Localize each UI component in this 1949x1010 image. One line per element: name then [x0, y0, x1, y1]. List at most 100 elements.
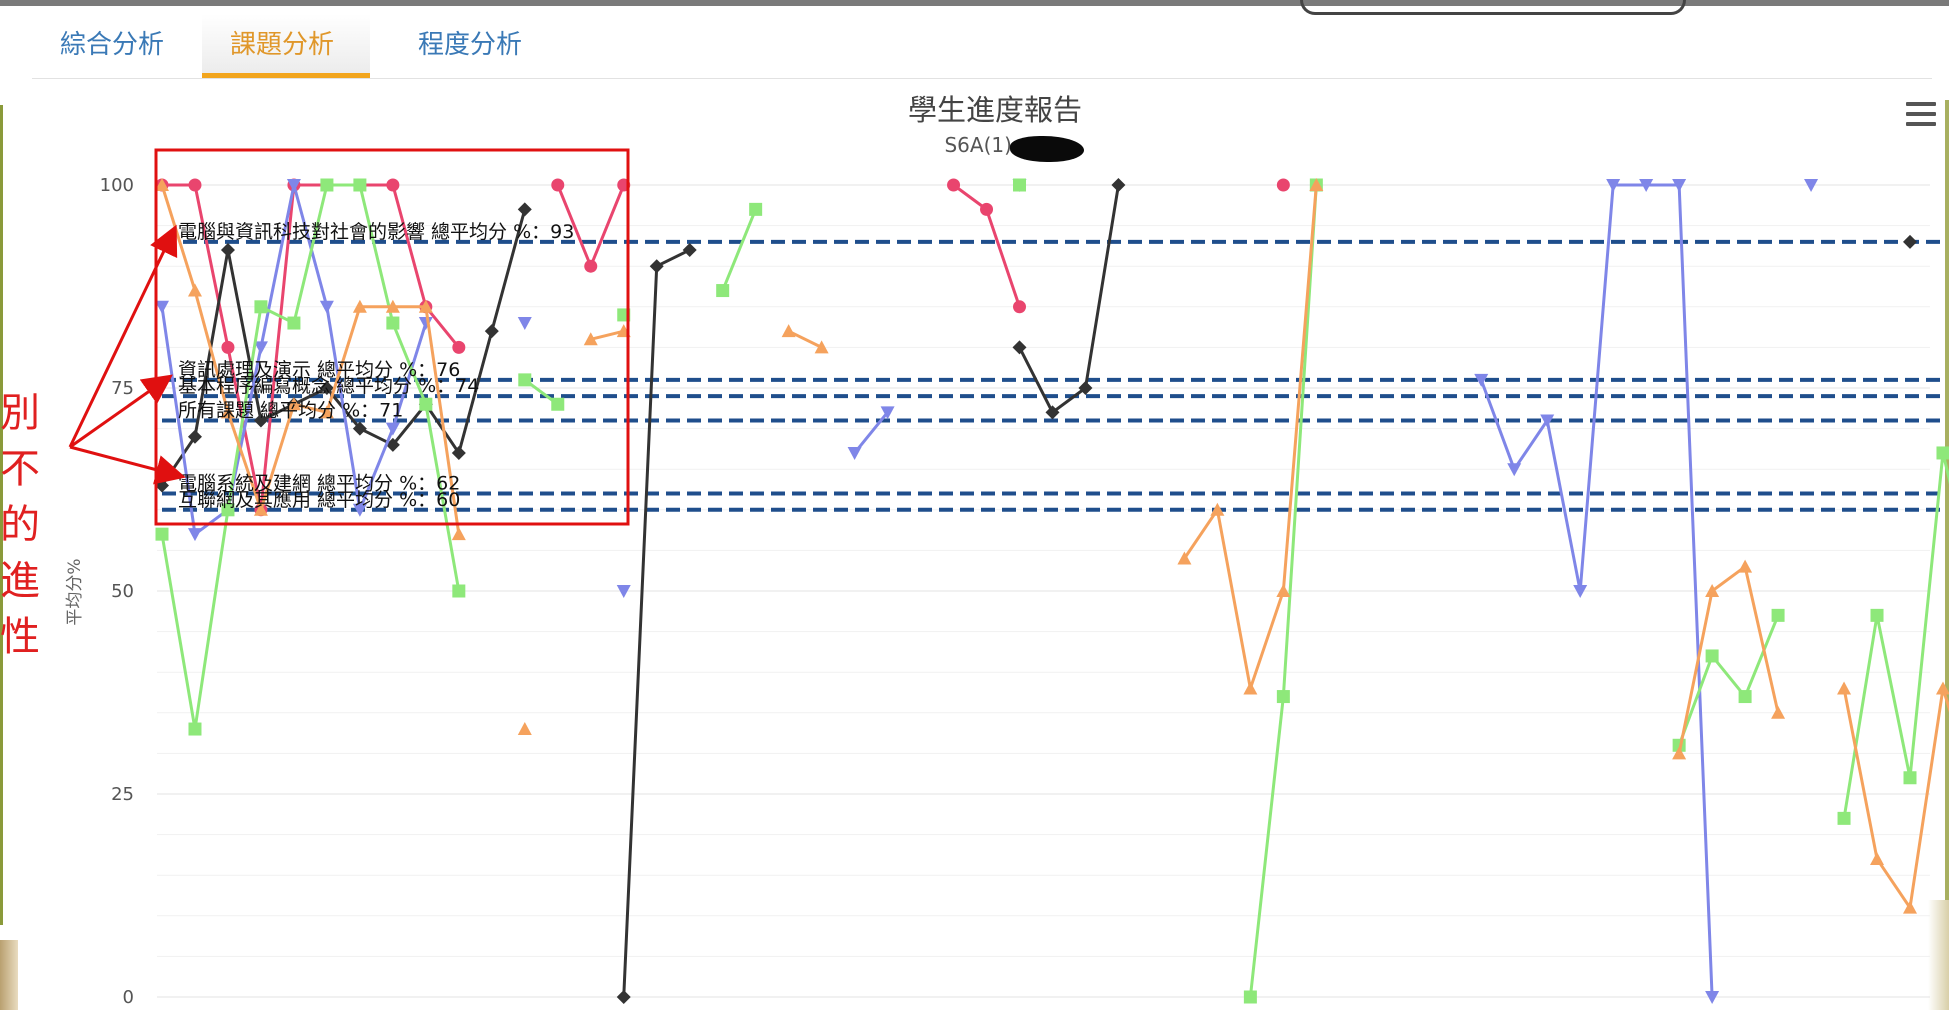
data-point-green[interactable] [452, 584, 466, 598]
data-point-orange[interactable] [1738, 559, 1753, 573]
data-point-green[interactable] [419, 397, 433, 411]
data-point-dark[interactable] [451, 445, 466, 460]
data-point-green[interactable] [320, 178, 334, 192]
data-point-blue[interactable] [352, 503, 367, 517]
data-point-green[interactable] [1837, 811, 1851, 825]
data-point-dark[interactable] [1045, 405, 1060, 420]
data-point-orange[interactable] [1309, 178, 1324, 191]
data-point-dark[interactable] [1078, 381, 1093, 395]
data-point-orange[interactable] [1903, 900, 1917, 914]
data-point-blue[interactable] [1639, 179, 1654, 192]
data-point-green[interactable] [1870, 608, 1884, 622]
data-point-orange[interactable] [220, 405, 235, 419]
data-point-blue[interactable] [616, 585, 631, 598]
data-point-dark[interactable] [253, 413, 268, 428]
data-point-orange[interactable] [352, 299, 367, 313]
data-point-pink[interactable] [980, 202, 994, 216]
data-point-pink[interactable] [1276, 178, 1290, 192]
data-point-orange[interactable] [286, 397, 301, 411]
data-point-green[interactable] [1903, 771, 1917, 785]
data-point-dark[interactable] [649, 259, 664, 274]
data-point-orange[interactable] [253, 502, 268, 516]
data-point-pink[interactable] [584, 259, 598, 273]
data-point-green[interactable] [155, 527, 169, 541]
data-point-orange[interactable] [1705, 584, 1720, 597]
data-point-orange[interactable] [187, 283, 202, 297]
data-point-orange[interactable] [451, 527, 466, 541]
data-point-blue[interactable] [1474, 373, 1489, 387]
hamburger-menu-icon[interactable] [1906, 102, 1936, 128]
data-point-green[interactable] [386, 316, 400, 330]
data-point-blue[interactable] [1804, 179, 1819, 192]
tab-topic-analysis[interactable]: 課題分析 [202, 14, 370, 78]
data-point-dark[interactable] [319, 381, 334, 395]
data-point-orange[interactable] [385, 299, 400, 313]
data-point-pink[interactable] [188, 178, 202, 192]
data-point-pink[interactable] [947, 178, 961, 192]
data-point-blue[interactable] [880, 406, 895, 420]
data-point-blue[interactable] [155, 300, 169, 314]
data-point-green[interactable] [1243, 990, 1257, 1004]
data-point-orange[interactable] [781, 324, 796, 338]
data-point-dark[interactable] [1903, 234, 1917, 249]
data-point-dark[interactable] [517, 202, 532, 217]
data-point-green[interactable] [287, 316, 301, 330]
data-point-blue[interactable] [1672, 179, 1687, 192]
data-point-green[interactable] [1738, 690, 1752, 704]
data-point-blue[interactable] [1507, 463, 1522, 477]
data-point-dark[interactable] [1111, 178, 1126, 192]
data-point-orange[interactable] [1870, 851, 1885, 865]
data-point-pink[interactable] [386, 178, 400, 192]
data-point-blue[interactable] [319, 300, 334, 314]
data-point-orange[interactable] [814, 340, 829, 354]
data-point-orange[interactable] [1672, 746, 1687, 760]
data-point-blue[interactable] [253, 341, 268, 355]
data-point-dark[interactable] [352, 421, 367, 436]
data-point-dark[interactable] [1012, 340, 1027, 355]
data-point-orange[interactable] [418, 299, 433, 313]
data-point-dark[interactable] [616, 990, 631, 1004]
data-point-dark[interactable] [682, 242, 697, 257]
data-point-pink[interactable] [551, 178, 565, 192]
tab-overall-analysis[interactable]: 綜合分析 [60, 30, 165, 60]
data-point-pink[interactable] [452, 340, 466, 354]
data-point-green[interactable] [1936, 446, 1949, 460]
tab-level-analysis[interactable]: 程度分析 [418, 30, 523, 60]
data-point-green[interactable] [749, 202, 763, 216]
data-point-green[interactable] [518, 373, 532, 387]
data-point-blue[interactable] [847, 446, 862, 460]
data-point-green[interactable] [1705, 649, 1719, 663]
data-point-dark[interactable] [385, 437, 400, 452]
data-point-orange[interactable] [1243, 681, 1258, 695]
data-point-orange[interactable] [1837, 681, 1852, 695]
data-point-green[interactable] [1771, 608, 1785, 622]
data-point-green[interactable] [716, 284, 730, 298]
data-point-orange[interactable] [1210, 502, 1225, 516]
data-point-dark[interactable] [484, 324, 499, 339]
data-point-pink[interactable] [221, 340, 235, 354]
data-point-green[interactable] [551, 397, 565, 411]
data-point-orange[interactable] [155, 178, 169, 191]
data-point-blue[interactable] [1540, 414, 1555, 428]
data-point-orange[interactable] [319, 405, 334, 419]
data-point-green[interactable] [1013, 178, 1027, 192]
data-point-orange[interactable] [1177, 551, 1192, 565]
data-point-blue[interactable] [418, 317, 433, 331]
data-point-orange[interactable] [1935, 681, 1949, 695]
data-point-blue[interactable] [1606, 179, 1621, 192]
data-point-blue[interactable] [517, 317, 532, 331]
data-point-green[interactable] [353, 178, 367, 192]
data-point-blue[interactable] [286, 179, 301, 192]
data-point-green[interactable] [221, 503, 235, 517]
data-point-blue[interactable] [385, 422, 400, 436]
data-point-dark[interactable] [187, 429, 202, 444]
data-point-green[interactable] [1276, 690, 1290, 704]
data-point-blue[interactable] [187, 528, 202, 542]
data-point-orange[interactable] [1771, 705, 1786, 719]
data-point-blue[interactable] [1705, 991, 1720, 1004]
data-point-pink[interactable] [1013, 300, 1027, 314]
data-point-blue[interactable] [1573, 585, 1588, 598]
data-point-orange[interactable] [1276, 584, 1291, 597]
data-point-dark[interactable] [220, 242, 235, 257]
data-point-green[interactable] [254, 300, 268, 314]
